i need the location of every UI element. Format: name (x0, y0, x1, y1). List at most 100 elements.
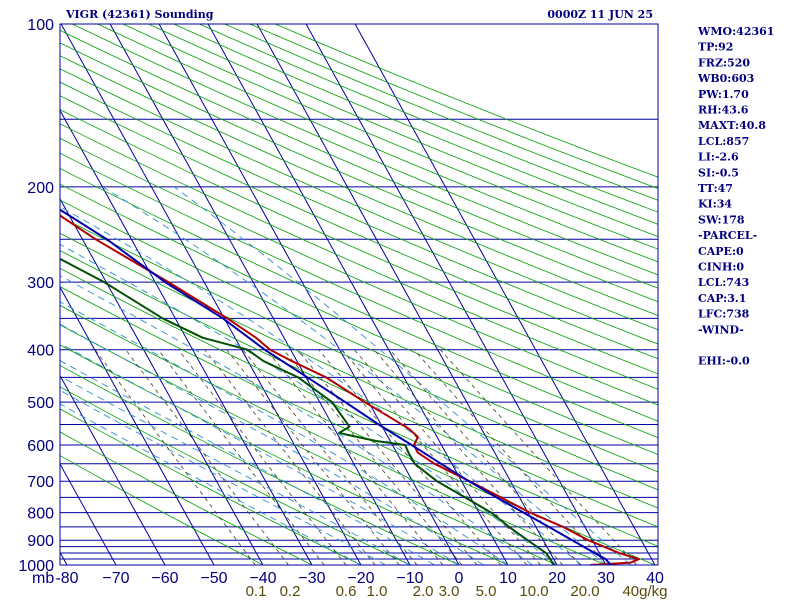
index-value: -WIND- (698, 323, 744, 336)
mixing-ratio-line (440, 349, 638, 565)
adiabats-and-mixing-lines (60, 24, 658, 565)
dry-adiabat-line (60, 431, 313, 565)
index-value: FRZ:520 (698, 56, 750, 69)
temperature-tick-label: 30 (597, 570, 615, 587)
index-value: CAP:3.1 (698, 292, 746, 305)
moist-adiabat-line (60, 375, 411, 565)
index-value: SW:178 (698, 213, 745, 226)
mixing-ratio-line (389, 349, 581, 565)
dry-adiabat-line (60, 81, 658, 345)
pressure-tick-label: 600 (27, 438, 54, 455)
mixing-ratio-label: 5.0 (476, 583, 497, 600)
index-value: LCL:743 (698, 276, 749, 289)
index-value: PW:1.70 (698, 88, 749, 101)
dry-adiabat-line (199, 24, 658, 213)
mixing-ratio-line (226, 349, 400, 565)
dry-adiabat-line (148, 24, 658, 238)
dry-adiabat-line (275, 24, 658, 178)
dry-adiabat-line (249, 24, 658, 190)
moist-adiabat-line (60, 389, 386, 565)
index-value: LFC:738 (698, 308, 750, 321)
index-value: WB0:603 (697, 72, 754, 85)
dry-adiabat-line (60, 168, 658, 439)
mixing-ratio-line (242, 349, 418, 565)
dry-adiabat-line (60, 95, 658, 360)
moist-adiabat-line (60, 342, 460, 565)
isotherm-line (60, 374, 166, 565)
mixing-ratio-line (204, 349, 376, 565)
mixing-ratio-line (283, 349, 463, 565)
mixing-ratio-line (413, 349, 608, 565)
dewpoint-trace (60, 257, 555, 565)
dry-adiabat-line (60, 324, 558, 565)
dry-adiabat-line (173, 24, 658, 225)
pressure-tick-label: 1000 (18, 558, 54, 575)
temperature-tick-label: 10 (499, 570, 517, 587)
mixing-ratio-line (157, 349, 325, 565)
mixing-ratio-line (353, 349, 541, 565)
index-value: TT:47 (698, 182, 733, 195)
sounding-datetime: 0000Z 11 JUN 25 (547, 8, 653, 21)
temperature-tick-label: -80 (55, 570, 78, 587)
dry-adiabat-line (60, 215, 658, 491)
mixing-ratio-label: 3.0 (439, 583, 460, 600)
parcel-trace (60, 208, 612, 565)
mixing-ratio-line (265, 349, 444, 565)
isotherm-line (256, 24, 558, 565)
temperature-tick-label: −50 (200, 570, 227, 587)
index-value: -PARCEL- (698, 229, 757, 242)
dry-adiabat-line (60, 344, 509, 565)
plot-frame (59, 23, 659, 566)
dry-adiabat-line (72, 24, 658, 276)
isotherm-line (305, 24, 607, 565)
mixing-ratio-line (177, 349, 347, 565)
mixing-ratio-line (373, 349, 563, 565)
mixing-ratio-line (125, 349, 289, 565)
mixing-ratio-line (341, 349, 528, 565)
moist-adiabat-line (60, 403, 362, 565)
dry-adiabat-line (60, 109, 658, 375)
dry-adiabat-line (60, 152, 658, 422)
pressure-temperature-grid (60, 24, 658, 565)
isotherm-line (109, 24, 411, 565)
axis-unit-label: mb (32, 570, 54, 587)
moist-adiabat-line (102, 186, 607, 565)
moist-adiabat-line (60, 323, 484, 565)
index-value: RH:43.6 (698, 104, 749, 117)
pressure-tick-label: 900 (27, 533, 54, 550)
dry-adiabat-line (60, 408, 362, 565)
dry-adiabat-line (60, 55, 658, 317)
sounding-title: VIGR (42361) Sounding (65, 8, 214, 21)
pressure-tick-label: 300 (27, 275, 54, 292)
mixing-ratio-line (318, 349, 502, 565)
temperature-tick-label: 20 (548, 570, 566, 587)
dry-adiabat-line (224, 24, 658, 201)
isotherm-line (60, 197, 264, 565)
isotherm-line (60, 286, 215, 565)
mixing-ratio-label: 0.2 (280, 583, 301, 600)
temperature-tick-label: −20 (347, 570, 374, 587)
dry-adiabat-line (60, 286, 656, 565)
dry-adiabat-line (60, 250, 658, 528)
moist-adiabat-line (60, 301, 509, 565)
dry-adiabat-line (60, 386, 411, 565)
temperature-trace (60, 214, 640, 565)
dry-adiabat-line (60, 183, 658, 455)
temperature-tick-label: −70 (102, 570, 129, 587)
mixing-ratio-label: 0.1 (246, 583, 267, 600)
dry-adiabat-line (97, 24, 658, 263)
index-value: LI:-2.6 (698, 151, 739, 164)
pressure-tick-label: 100 (27, 17, 54, 34)
index-value: CAPE:0 (698, 245, 744, 258)
temperature-tick-label: −40 (249, 570, 276, 587)
pressure-tick-label: 200 (27, 180, 54, 197)
pressure-tick-label: 800 (27, 506, 54, 523)
temperature-tick-label: 40 (646, 570, 664, 587)
dry-adiabat-line (60, 42, 658, 303)
index-value: CINH:0 (698, 261, 744, 274)
mixing-ratio-line (94, 349, 256, 565)
moist-adiabat-line (173, 186, 631, 565)
index-value: SI:-0.5 (698, 166, 739, 179)
mixing-ratio-label: 0.6 (336, 583, 357, 600)
